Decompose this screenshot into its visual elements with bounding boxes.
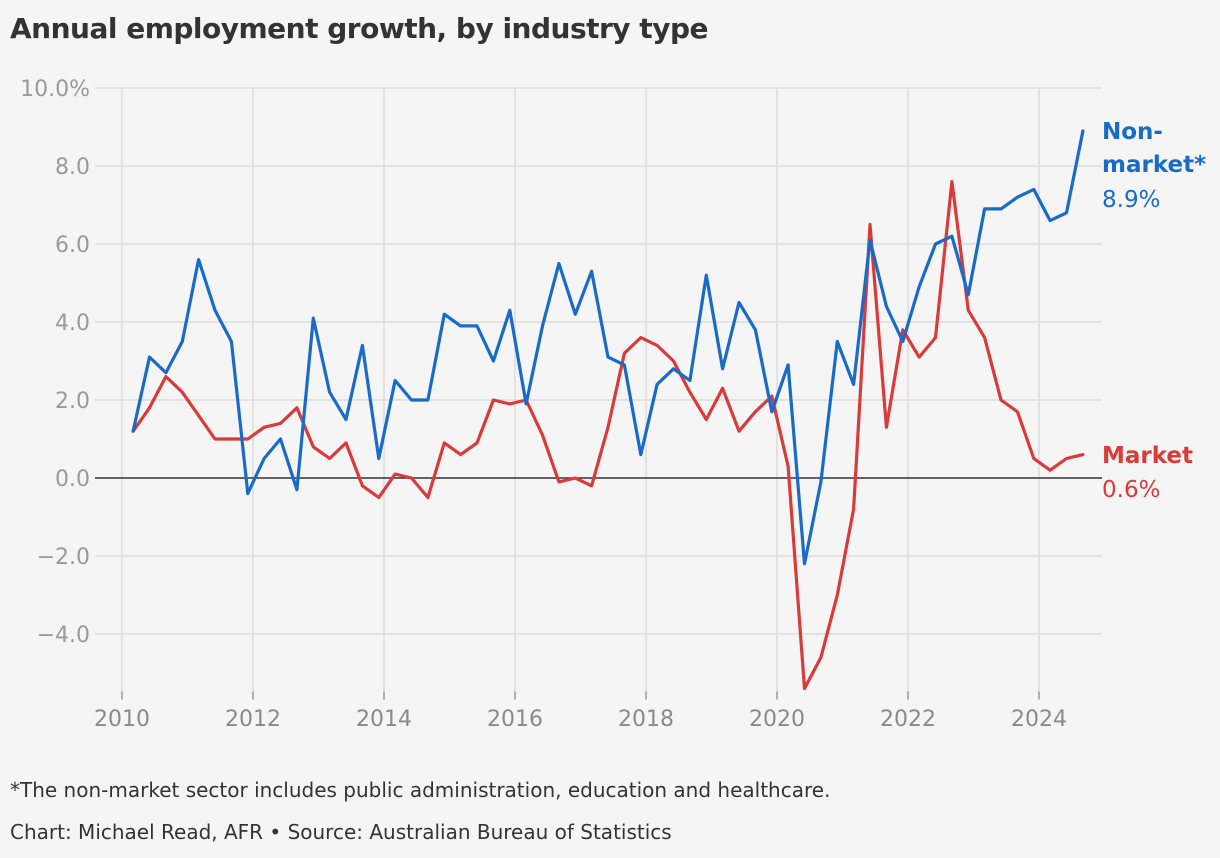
series-layer — [131, 129, 1085, 691]
y-tick-label: 8.0 — [55, 155, 90, 180]
y-tick-label: 10.0% — [20, 77, 90, 102]
end-label-layer: Non- market* 8.9% Market 0.6% — [1102, 119, 1206, 503]
y-tick-label: 0.0 — [55, 467, 90, 492]
non-market-series-line — [131, 129, 1085, 566]
non-market-label-line1: Non- — [1102, 119, 1163, 145]
x-tick-label: 2012 — [225, 707, 281, 732]
market-label: Market — [1102, 443, 1193, 469]
x-tick-label: 2018 — [618, 707, 674, 732]
y-tick-label: 4.0 — [55, 311, 90, 336]
y-tick-label: −4.0 — [37, 623, 90, 648]
x-tick-label: 2020 — [749, 707, 805, 732]
grid-layer — [95, 87, 1102, 692]
y-tick-label: 6.0 — [55, 233, 90, 258]
non-market-label-line2: market* — [1102, 152, 1206, 178]
x-tick-label: 2016 — [487, 707, 543, 732]
chart-title: Annual employment growth, by industry ty… — [10, 12, 708, 45]
y-tick-label: 2.0 — [55, 389, 90, 414]
x-tick-label: 2014 — [356, 707, 412, 732]
x-tick-label: 2024 — [1011, 707, 1067, 732]
x-tick-label: 2010 — [94, 707, 150, 732]
footnote-credit: Chart: Michael Read, AFR • Source: Austr… — [10, 820, 672, 844]
axis-layer: 10.0% 8.0 6.0 4.0 2.0 0.0 −2.0 −4.0 2010 2012 2014… — [20, 77, 1102, 732]
x-tick-label: 2022 — [880, 707, 936, 732]
non-market-end-value: 8.9% — [1102, 187, 1160, 213]
market-end-value: 0.6% — [1102, 477, 1160, 503]
y-tick-label: −2.0 — [37, 545, 90, 570]
footnote-note: *The non-market sector includes public a… — [10, 778, 831, 802]
market-series-line — [131, 180, 1085, 691]
